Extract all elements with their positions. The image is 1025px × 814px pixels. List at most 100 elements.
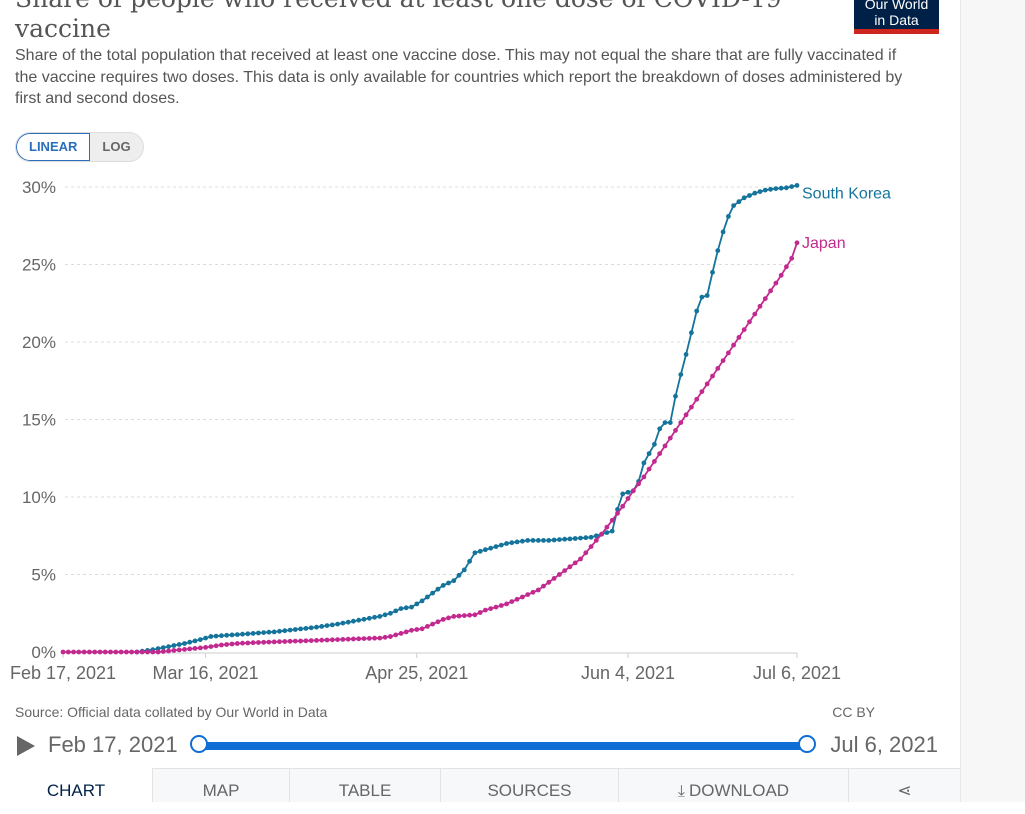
data-point bbox=[461, 567, 467, 573]
chart-subtitle: Share of the total population that recei… bbox=[15, 47, 903, 107]
data-point bbox=[667, 435, 673, 441]
data-point bbox=[256, 630, 261, 636]
data-point bbox=[514, 596, 520, 602]
data-point bbox=[704, 293, 710, 298]
tab-sources[interactable]: SOURCES bbox=[440, 768, 618, 802]
logo-line-1: Our World bbox=[864, 0, 929, 12]
data-point bbox=[673, 428, 678, 433]
data-point bbox=[726, 214, 731, 219]
data-point bbox=[488, 545, 494, 551]
source-note[interactable]: Source: Official data collated by Our Wo… bbox=[15, 704, 328, 720]
data-point bbox=[493, 544, 499, 549]
data-point bbox=[245, 640, 251, 646]
timeline-end-handle[interactable] bbox=[798, 735, 816, 753]
data-point bbox=[430, 621, 435, 627]
data-point bbox=[446, 580, 451, 586]
tab-chart[interactable]: CHART bbox=[0, 768, 152, 802]
x-tick-label: Apr 25, 2021 bbox=[365, 663, 468, 683]
data-point bbox=[282, 628, 288, 634]
data-point bbox=[652, 441, 657, 447]
data-point bbox=[213, 633, 219, 639]
data-point bbox=[372, 614, 377, 620]
data-point bbox=[773, 186, 779, 191]
data-point bbox=[520, 538, 525, 544]
play-icon[interactable] bbox=[17, 736, 35, 756]
data-point bbox=[551, 576, 557, 581]
y-tick-label: 20% bbox=[22, 333, 56, 352]
data-point bbox=[625, 489, 631, 495]
data-point bbox=[308, 625, 314, 631]
data-point bbox=[778, 185, 784, 191]
log-scale-button[interactable]: LOG bbox=[102, 139, 131, 154]
data-point bbox=[451, 614, 457, 619]
data-point bbox=[282, 639, 288, 644]
data-point bbox=[250, 631, 256, 636]
data-point bbox=[92, 649, 98, 655]
data-point bbox=[446, 615, 451, 621]
data-point bbox=[229, 632, 235, 638]
series-south-korea[interactable] bbox=[134, 183, 800, 655]
data-point bbox=[588, 534, 594, 540]
tab-map[interactable]: MAP bbox=[152, 768, 289, 802]
data-point bbox=[335, 621, 340, 627]
data-point bbox=[625, 496, 631, 501]
share-button[interactable]: ⋖ bbox=[848, 768, 960, 802]
data-point bbox=[377, 614, 383, 619]
series-japan[interactable] bbox=[60, 240, 800, 655]
chart-frame: Share of people who received at least on… bbox=[0, 0, 960, 802]
data-point bbox=[509, 599, 515, 604]
tab-table[interactable]: TABLE bbox=[289, 768, 440, 802]
data-point bbox=[641, 460, 647, 466]
timeline-track[interactable] bbox=[200, 742, 808, 750]
data-point bbox=[630, 488, 636, 494]
data-point bbox=[329, 637, 335, 643]
tab-download[interactable]: ⤓ DOWNLOAD bbox=[618, 768, 848, 802]
timeline-start-handle[interactable] bbox=[190, 735, 208, 753]
license-link[interactable]: CC BY bbox=[832, 704, 875, 720]
gridlines bbox=[65, 186, 797, 575]
data-point bbox=[472, 550, 478, 556]
data-point bbox=[425, 594, 430, 600]
data-point bbox=[245, 631, 251, 637]
data-point bbox=[483, 547, 488, 553]
data-point bbox=[351, 636, 356, 642]
tab-label: MAP bbox=[202, 781, 240, 800]
data-point bbox=[514, 539, 520, 545]
data-point bbox=[773, 280, 779, 286]
x-tick-label: Jul 6, 2021 bbox=[753, 663, 841, 683]
data-point bbox=[747, 319, 752, 325]
data-point bbox=[435, 586, 441, 592]
data-point bbox=[182, 647, 187, 652]
data-point bbox=[250, 640, 256, 646]
data-point bbox=[292, 627, 298, 632]
data-point bbox=[81, 649, 87, 655]
data-point bbox=[166, 644, 172, 649]
owid-logo[interactable]: Our World in Data bbox=[854, 0, 939, 34]
data-point bbox=[388, 634, 393, 639]
data-point bbox=[652, 459, 657, 464]
data-point bbox=[752, 311, 758, 317]
linear-scale-button[interactable]: LINEAR bbox=[16, 133, 91, 161]
tab-label: DOWNLOAD bbox=[688, 781, 790, 800]
data-point bbox=[726, 350, 731, 356]
data-point bbox=[535, 587, 541, 593]
data-point bbox=[277, 628, 282, 634]
data-point bbox=[440, 617, 446, 622]
data-point bbox=[720, 358, 726, 363]
x-tick-label: Mar 16, 2021 bbox=[153, 663, 259, 683]
data-point bbox=[715, 248, 721, 253]
data-point bbox=[752, 190, 758, 196]
data-point bbox=[298, 626, 303, 632]
data-point bbox=[483, 607, 488, 613]
data-point bbox=[87, 649, 92, 655]
data-point bbox=[461, 613, 467, 618]
data-point bbox=[409, 627, 414, 633]
data-point bbox=[356, 617, 362, 623]
data-point bbox=[366, 615, 372, 621]
data-point bbox=[467, 558, 472, 564]
data-point bbox=[657, 451, 663, 456]
data-point bbox=[287, 638, 293, 644]
data-point bbox=[710, 269, 715, 275]
data-point bbox=[504, 601, 509, 607]
data-point bbox=[720, 229, 726, 235]
